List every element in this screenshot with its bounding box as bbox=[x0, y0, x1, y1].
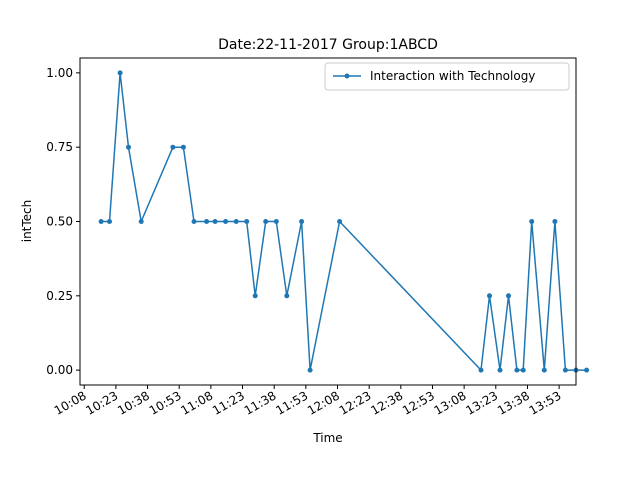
data-point bbox=[514, 367, 520, 373]
legend-box bbox=[324, 62, 570, 91]
y-tick-label: 0.25 bbox=[46, 289, 73, 303]
data-point bbox=[562, 367, 568, 373]
y-tick-label: 1.00 bbox=[46, 66, 73, 80]
x-tick-label: 10:38 bbox=[115, 388, 152, 417]
legend-marker bbox=[344, 73, 350, 79]
data-point bbox=[529, 219, 535, 224]
data-point bbox=[478, 367, 484, 373]
x-tick-label: 12:08 bbox=[305, 388, 342, 417]
x-tick-label: 11:23 bbox=[210, 388, 247, 417]
x-tick-label: 12:53 bbox=[400, 388, 437, 417]
data-point bbox=[307, 367, 313, 373]
data-point bbox=[497, 367, 503, 373]
x-tick-label: 10:23 bbox=[83, 388, 120, 417]
data-point bbox=[98, 219, 104, 224]
data-point bbox=[552, 219, 558, 224]
data-point bbox=[252, 293, 258, 299]
x-tick-label: 11:53 bbox=[273, 388, 310, 417]
y-tick-label: 0.00 bbox=[46, 363, 73, 377]
data-point bbox=[107, 219, 112, 224]
data-point bbox=[212, 219, 218, 224]
data-point bbox=[138, 219, 144, 224]
data-point bbox=[233, 219, 239, 224]
x-tick-label: 11:38 bbox=[242, 388, 279, 417]
data-point bbox=[223, 219, 229, 224]
y-tick-label: 0.50 bbox=[46, 215, 73, 229]
x-tick-label: 11:08 bbox=[178, 388, 215, 417]
y-tick-label: 0.75 bbox=[46, 140, 73, 154]
data-point bbox=[487, 293, 492, 299]
data-point bbox=[337, 219, 343, 224]
chart-title: Date:22-11-2017 Group:1ABCD bbox=[218, 37, 438, 53]
x-tick-label: 13:23 bbox=[463, 388, 500, 417]
data-point bbox=[506, 293, 511, 299]
data-point bbox=[541, 367, 547, 373]
data-point bbox=[520, 367, 526, 373]
x-tick-label: 10:53 bbox=[147, 388, 184, 417]
x-tick-label: 13:53 bbox=[527, 388, 564, 417]
plot-area bbox=[80, 58, 576, 385]
data-point bbox=[204, 219, 210, 224]
data-point bbox=[584, 367, 590, 373]
x-tick-label: 12:38 bbox=[368, 388, 405, 417]
data-point bbox=[273, 219, 279, 224]
data-point bbox=[263, 219, 269, 224]
data-point bbox=[299, 219, 305, 224]
data-point bbox=[244, 219, 250, 224]
data-point bbox=[126, 144, 131, 150]
legend-label: Interaction with Technology bbox=[370, 69, 535, 83]
x-axis-label: Time bbox=[312, 431, 342, 445]
data-point bbox=[191, 219, 197, 224]
x-tick-label: 13:38 bbox=[495, 388, 532, 417]
x-tick-label: 12:23 bbox=[337, 388, 374, 417]
data-point bbox=[284, 293, 290, 299]
data-point bbox=[117, 70, 123, 76]
x-tick-label: 10:08 bbox=[52, 388, 89, 417]
series-layer bbox=[98, 70, 590, 373]
legend: Interaction with Technology bbox=[324, 62, 570, 91]
data-point bbox=[170, 144, 176, 150]
data-point bbox=[180, 144, 186, 150]
x-tick-label: 13:08 bbox=[432, 388, 469, 417]
plot-frame bbox=[79, 57, 577, 386]
y-axis-label: intTech bbox=[20, 200, 34, 243]
